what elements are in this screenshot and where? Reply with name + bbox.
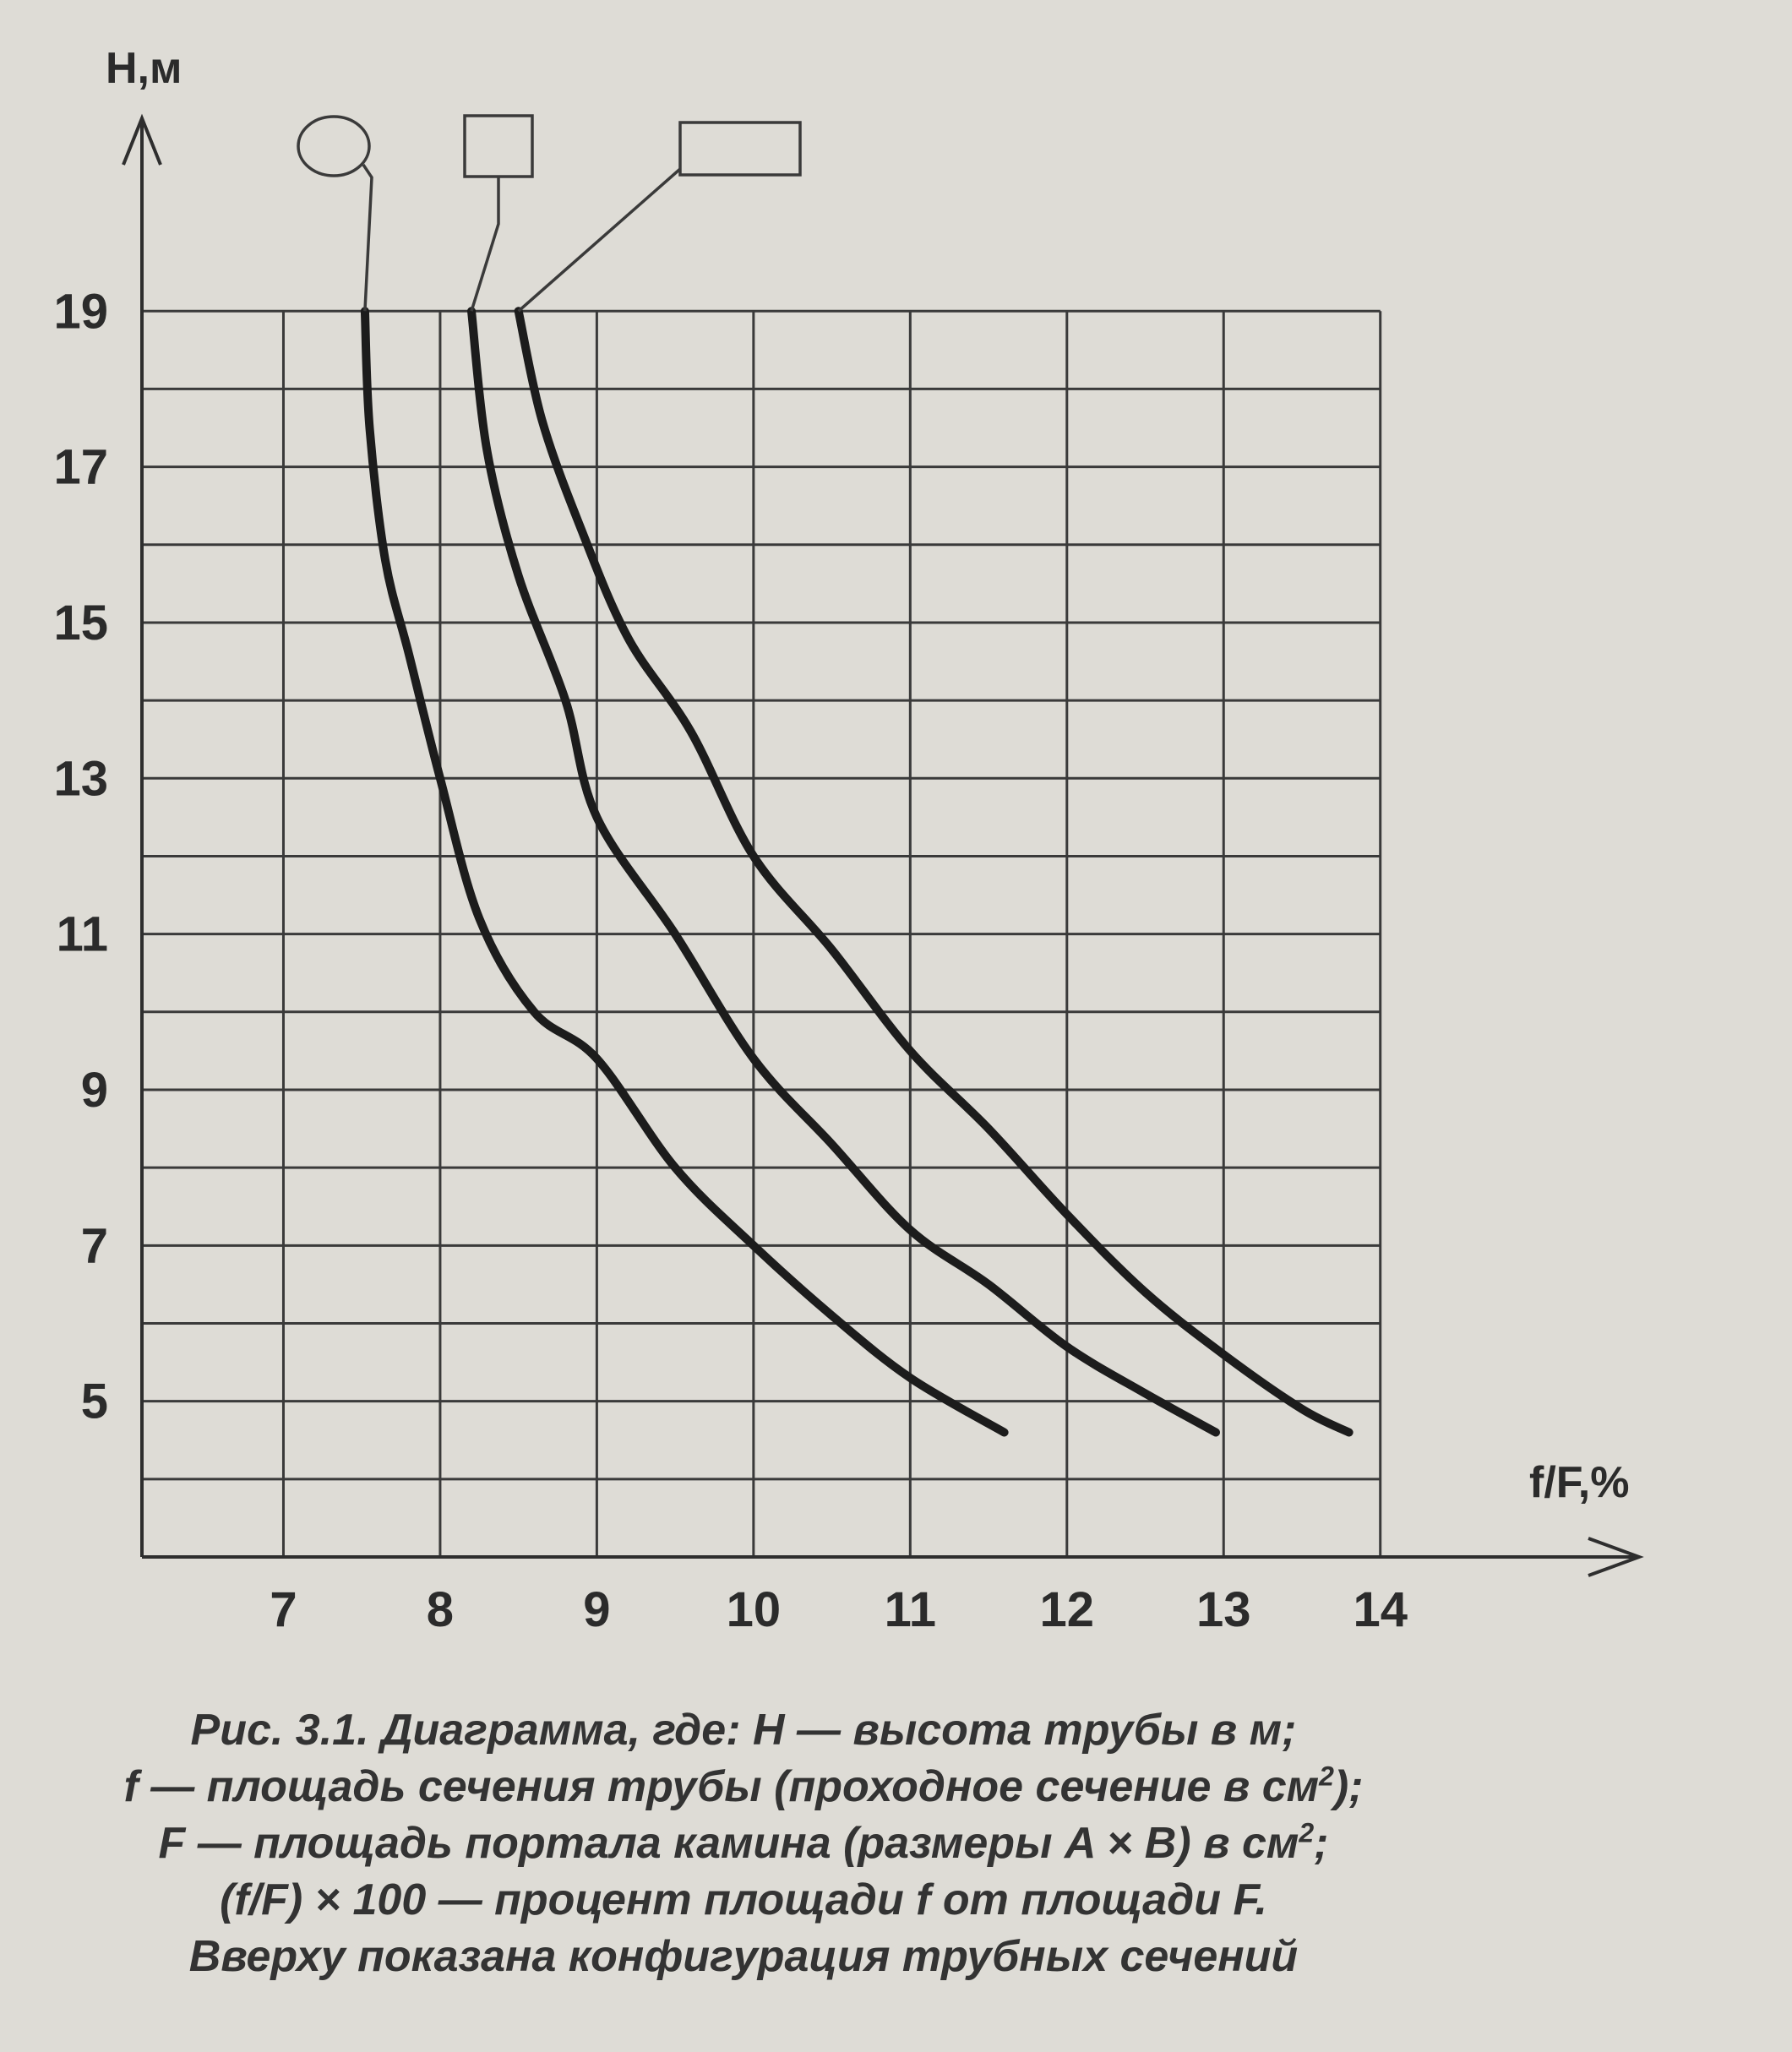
axes <box>122 113 1644 1577</box>
y-tick-label: 5 <box>81 1374 108 1429</box>
curve-circle <box>360 307 1009 1437</box>
y-tick-label: 19 <box>53 284 108 339</box>
caption-line-2-sup: 2 <box>1319 1761 1334 1792</box>
grid <box>142 309 1382 1557</box>
caption-line-5: Вверху показана конфигурация трубных сеч… <box>188 1932 1299 1981</box>
curve-square <box>467 307 1220 1437</box>
caption-line-3-end: ; <box>1314 1819 1329 1868</box>
y-tick-label: 9 <box>81 1063 108 1118</box>
caption-line-2-text: f — площадь сечения трубы (проходное сеч… <box>123 1762 1320 1811</box>
x-tick-label: 7 <box>270 1582 297 1637</box>
tick-labels: 7 8 9 10 11 12 13 14 5 7 9 11 13 15 17 19 <box>53 284 1407 1637</box>
x-tick-label: 14 <box>1353 1582 1408 1637</box>
x-tick-label: 8 <box>427 1582 454 1637</box>
caption-line-3-sup: 2 <box>1299 1817 1315 1848</box>
x-tick-label: 10 <box>727 1582 782 1637</box>
leader-line <box>362 164 373 312</box>
square-icon <box>463 114 534 178</box>
y-axis-label: H,м <box>106 44 182 93</box>
figure-caption: Рис. 3.1. Диаграмма, где: Н — высота тру… <box>84 1702 1403 1985</box>
curve-rectangle <box>514 307 1354 1437</box>
x-tick-label: 9 <box>583 1582 610 1637</box>
x-tick-label: 12 <box>1040 1582 1095 1637</box>
y-tick-label: 11 <box>57 907 108 962</box>
section-shapes <box>297 114 802 313</box>
y-tick-label: 15 <box>53 596 108 650</box>
x-axis-arrow <box>1588 1537 1644 1577</box>
x-axis-label: f/F,% <box>1529 1458 1629 1507</box>
leader-line <box>517 167 682 313</box>
y-tick-label: 7 <box>81 1218 108 1273</box>
curves <box>360 307 1354 1437</box>
circle-icon <box>297 115 371 177</box>
rectangle-icon <box>678 121 802 177</box>
caption-line-1: Рис. 3.1. Диаграмма, где: Н — высота тру… <box>190 1706 1297 1755</box>
caption-line-2-end: ); <box>1333 1762 1364 1811</box>
x-tick-label: 11 <box>885 1582 936 1637</box>
caption-line-3-text: F — площадь портала камина (размеры A × … <box>158 1819 1299 1868</box>
leader-line <box>470 177 500 312</box>
y-tick-label: 17 <box>53 440 108 495</box>
y-axis-arrow <box>122 113 162 166</box>
y-tick-label: 13 <box>53 751 108 806</box>
x-tick-label: 13 <box>1196 1582 1251 1637</box>
caption-line-4: (f/F) × 100 — процент площади f от площа… <box>220 1875 1267 1924</box>
caption-line-2: f — площадь сечения трубы (проходное сеч… <box>84 1759 1403 1815</box>
caption-line-3: F — площадь портала камина (размеры A × … <box>84 1815 1403 1872</box>
